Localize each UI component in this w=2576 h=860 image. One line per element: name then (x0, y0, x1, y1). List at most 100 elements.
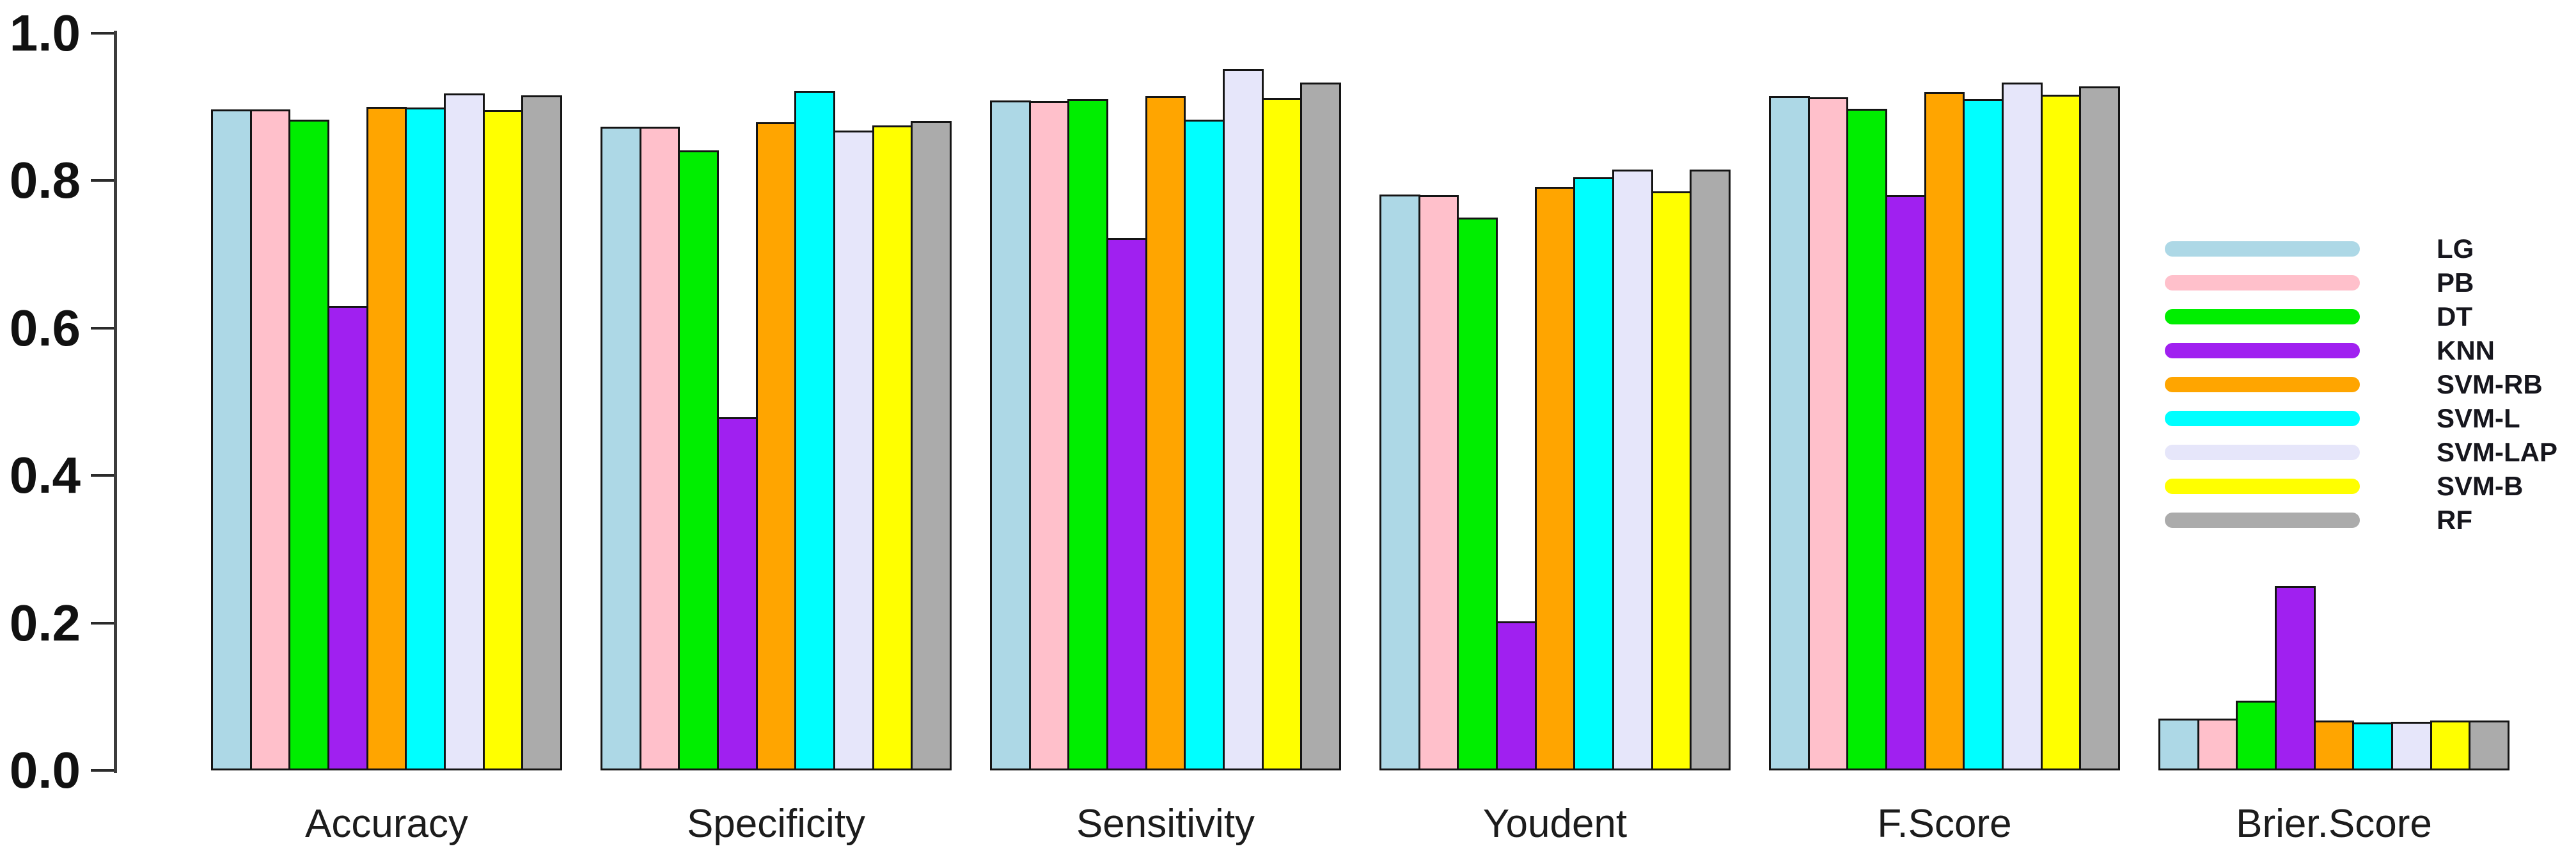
y-tick (91, 326, 114, 330)
bar-svm-rb-specificity (755, 122, 797, 770)
y-tick (91, 769, 114, 772)
legend-swatch-icon (2165, 444, 2360, 460)
legend-swatch-icon (2165, 512, 2360, 528)
bar-rf-brier-score (2469, 721, 2510, 770)
legend-item-svm-l: SVM-L (2165, 401, 2557, 435)
legend-swatch-icon (2165, 478, 2360, 494)
y-tick-label: 0.6 (9, 299, 81, 356)
x-category-label: Youdent (1482, 802, 1628, 846)
bar-knn-brier-score (2275, 586, 2316, 770)
bar-lg-specificity (601, 127, 641, 770)
bar-group-sensitivity (990, 33, 1342, 770)
bar-rf-specificity (911, 121, 952, 770)
legend-swatch-icon (2165, 241, 2360, 257)
bar-rf-sensitivity (1300, 83, 1342, 770)
bar-svm-rb-f-score (1924, 92, 1965, 770)
bar-svm-l-sensitivity (1184, 120, 1225, 770)
bar-svm-lap-brier-score (2391, 722, 2432, 770)
bar-pb-sensitivity (1028, 101, 1070, 770)
legend-label: DT (2437, 301, 2472, 331)
bar-svm-b-f-score (2040, 95, 2082, 770)
bar-svm-lap-f-score (2002, 83, 2043, 770)
bar-group-accuracy (211, 33, 563, 770)
legend-label: LG (2437, 234, 2474, 264)
bar-dt-f-score (1846, 109, 1888, 770)
x-category-label: Brier.Score (2236, 802, 2432, 846)
bar-knn-accuracy (327, 306, 368, 770)
bar-svm-l-brier-score (2352, 722, 2394, 770)
bar-dt-youdent (1457, 218, 1498, 770)
bar-knn-youdent (1496, 621, 1537, 770)
bar-pb-youdent (1418, 195, 1459, 770)
bar-dt-accuracy (288, 120, 330, 770)
bar-svm-lap-specificity (833, 131, 874, 770)
bar-lg-sensitivity (990, 100, 1031, 770)
legend-label: RF (2437, 505, 2472, 535)
bar-lg-accuracy (211, 109, 252, 770)
bar-svm-rb-youdent (1534, 187, 1576, 770)
legend-swatch-icon (2165, 376, 2360, 392)
x-category-label: Accuracy (305, 802, 468, 846)
bar-pb-brier-score (2197, 719, 2238, 770)
y-tick-label: 0.4 (9, 447, 81, 504)
bar-dt-brier-score (2236, 701, 2277, 770)
x-category-label: Specificity (686, 802, 866, 846)
bar-group-specificity (601, 33, 952, 770)
legend-item-svm-rb: SVM-RB (2165, 367, 2557, 401)
bar-svm-lap-sensitivity (1223, 69, 1264, 770)
legend-item-dt: DT (2165, 299, 2557, 333)
bar-group-f-score (1769, 33, 2121, 770)
bar-svm-lap-youdent (1612, 170, 1653, 770)
legend-item-rf: RF (2165, 503, 2557, 537)
y-tick (91, 474, 114, 477)
bar-lg-brier-score (2158, 719, 2199, 770)
bar-pb-accuracy (249, 109, 291, 770)
bar-rf-accuracy (521, 95, 563, 770)
bar-rf-f-score (2079, 86, 2121, 770)
bar-group-youdent (1379, 33, 1731, 770)
legend-swatch-icon (2165, 308, 2360, 324)
x-axis-category-labels: Accuracy Specificity Sensitivity Youdent F.S… (211, 799, 2509, 850)
bar-svm-b-specificity (872, 125, 913, 770)
bar-lg-youdent (1379, 195, 1420, 770)
x-category-label: F.Score (1877, 802, 2012, 846)
legend-swatch-icon (2165, 410, 2360, 426)
legend-label: SVM-B (2437, 471, 2524, 501)
bar-rf-youdent (1690, 170, 1731, 770)
bar-knn-f-score (1885, 195, 1926, 770)
bar-svm-b-youdent (1651, 191, 1692, 770)
legend-item-svm-b: SVM-B (2165, 469, 2557, 503)
bar-svm-b-sensitivity (1261, 98, 1303, 770)
legend-swatch-icon (2165, 342, 2360, 358)
bar-group-brier-score (2158, 33, 2510, 770)
legend-item-svm-lap: SVM-LAP (2165, 435, 2557, 469)
legend-label: PB (2437, 267, 2474, 298)
legend-swatch-icon (2165, 275, 2360, 291)
y-tick-label: 1.0 (9, 4, 81, 61)
y-tick-label: 0.2 (9, 594, 81, 651)
bar-svm-b-brier-score (2430, 721, 2471, 770)
bar-lg-f-score (1769, 96, 1810, 770)
y-axis-line (114, 31, 117, 773)
y-tick (91, 621, 114, 625)
legend-label: SVM-L (2437, 403, 2520, 433)
bar-svm-lap-accuracy (444, 93, 485, 770)
legend: LG PB DT KNN SVM-RB SVM-L SVM-LAP SVM-B RF (2165, 232, 2557, 537)
bar-svm-rb-brier-score (2313, 721, 2355, 770)
legend-item-lg: LG (2165, 232, 2557, 266)
bar-dt-sensitivity (1067, 99, 1109, 770)
legend-label: KNN (2437, 335, 2495, 365)
bar-dt-specificity (678, 150, 719, 770)
legend-label: SVM-RB (2437, 369, 2543, 399)
y-tick-label: 0.0 (9, 742, 81, 799)
y-tick (91, 179, 114, 182)
plot-area (211, 33, 2510, 770)
bar-svm-rb-sensitivity (1145, 96, 1186, 770)
bar-svm-l-f-score (1963, 99, 2004, 770)
legend-item-pb: PB (2165, 266, 2557, 299)
bar-svm-b-accuracy (482, 110, 524, 770)
x-category-label: Sensitivity (1076, 802, 1255, 846)
bar-svm-l-accuracy (405, 107, 446, 770)
bar-svm-l-youdent (1573, 177, 1615, 770)
